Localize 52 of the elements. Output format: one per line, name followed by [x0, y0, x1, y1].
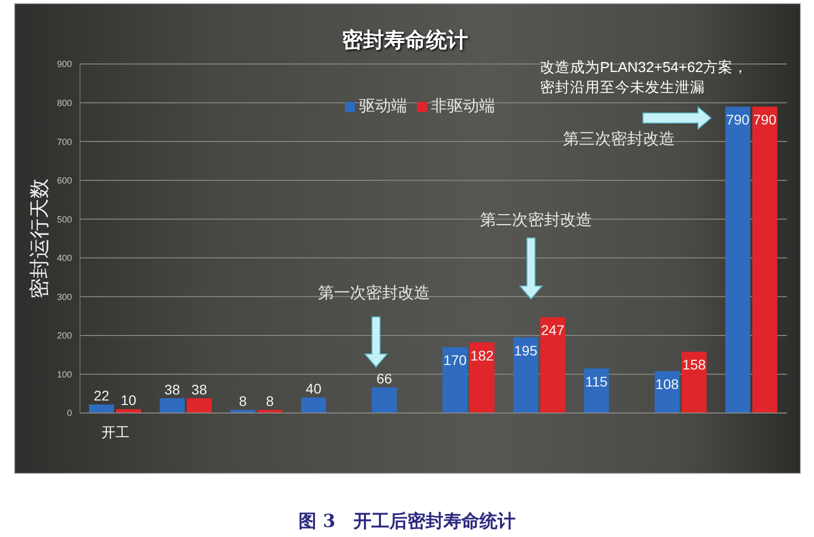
y-tick-label: 700	[56, 136, 72, 147]
bar	[372, 387, 397, 413]
data-label: 195	[514, 342, 538, 358]
data-label: 790	[753, 112, 777, 128]
bar	[540, 317, 566, 413]
bar	[752, 106, 778, 413]
data-label: 182	[470, 347, 494, 364]
y-tick-label: 600	[56, 176, 72, 186]
data-label: 38	[191, 381, 208, 398]
data-label: 170	[443, 352, 467, 368]
y-tick-label: 200	[56, 330, 72, 341]
chart-title: 密封寿命统计	[341, 26, 469, 54]
caption: 图 3 开工后密封寿命统计	[298, 510, 516, 533]
data-label: 10	[120, 392, 136, 408]
data-label: 158	[682, 356, 706, 373]
y-tick-label: 800	[56, 98, 72, 108]
annotation: 密封沿用至今未发生泄漏	[540, 78, 705, 97]
bar	[186, 398, 212, 413]
bar	[513, 337, 538, 413]
data-label: 108	[655, 376, 679, 392]
y-tick-label: 900	[56, 59, 72, 70]
bar	[116, 409, 141, 413]
data-label: 22	[94, 387, 110, 404]
bar	[725, 106, 750, 413]
x-tick-label: 开工	[101, 424, 130, 441]
y-tick-label: 400	[56, 253, 72, 264]
data-label: 8	[239, 392, 247, 409]
annotation: 第三次密封改造	[563, 129, 675, 150]
bar	[160, 398, 185, 413]
data-label: 40	[306, 380, 322, 396]
data-label: 66	[376, 370, 392, 386]
bar	[442, 347, 468, 413]
data-label: 8	[266, 392, 274, 409]
legend-label: 非驱动端	[431, 96, 495, 115]
bar	[584, 368, 609, 413]
y-tick-label: 300	[56, 292, 72, 302]
annotation: 改造成为PLAN32+54+62方案，	[540, 58, 748, 77]
data-label: 790	[726, 112, 750, 128]
y-tick-label: 100	[56, 369, 72, 380]
bar	[470, 342, 494, 413]
annotation: 第二次密封改造	[480, 210, 592, 231]
bar	[301, 397, 326, 413]
bar	[682, 352, 707, 413]
legend-label: 驱动端	[359, 96, 407, 115]
annotation: 第一次密封改造	[318, 283, 430, 304]
data-label: 115	[585, 373, 608, 390]
data-label: 38	[164, 381, 180, 398]
y-tick-label: 0	[66, 408, 72, 418]
y-tick-label: 500	[56, 214, 72, 224]
bar	[89, 404, 114, 413]
data-label: 247	[541, 322, 565, 338]
y-axis-title: 密封运行天数	[27, 178, 52, 298]
